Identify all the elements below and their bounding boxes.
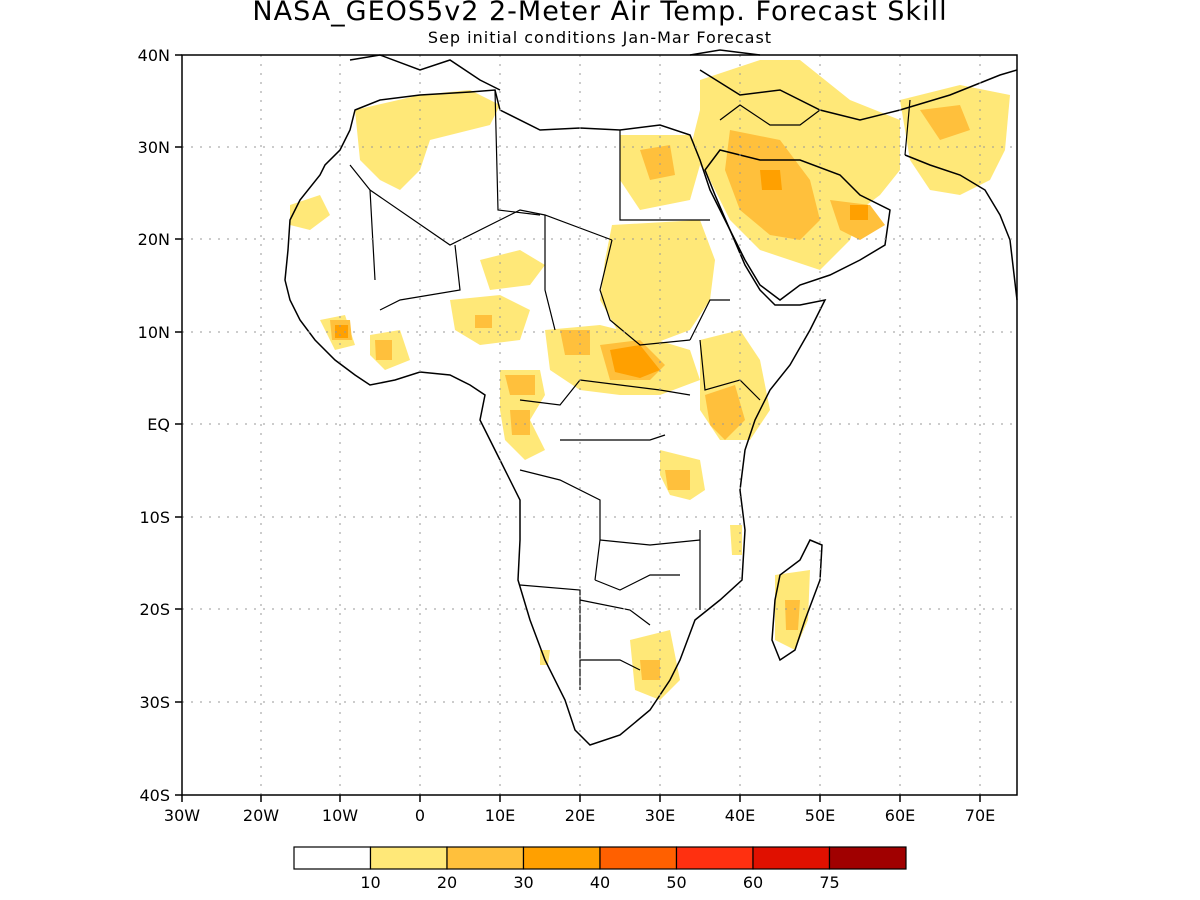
y-tick-label: 10S	[139, 508, 170, 527]
x-tick-label: 50E	[805, 806, 835, 825]
colorbar-swatch	[369, 846, 448, 870]
y-tick-label: 10N	[138, 323, 170, 342]
colorbar-swatch	[828, 846, 907, 870]
y-tick-label: 40S	[139, 786, 170, 805]
coastlines	[284, 49, 1018, 746]
x-tick-label: 20E	[565, 806, 595, 825]
y-tick-label: EQ	[147, 415, 170, 434]
colorbar-swatch	[599, 846, 678, 870]
colorbar-swatch	[675, 846, 754, 870]
x-tick-label: 40E	[725, 806, 755, 825]
y-tick-label: 20N	[138, 230, 170, 249]
x-tick-label: 20W	[243, 806, 279, 825]
x-tick-label: 0	[415, 806, 425, 825]
colorbar-label: 75	[819, 873, 839, 892]
x-tick-label: 30E	[645, 806, 675, 825]
colorbar-legend: 10 20 30 40 50 60 75	[293, 846, 907, 892]
country-borders	[349, 89, 911, 690]
x-tick-label: 10W	[322, 806, 358, 825]
y-tick-label: 20S	[139, 600, 170, 619]
x-tick-label: 30W	[164, 806, 200, 825]
x-tick-label: 70E	[965, 806, 995, 825]
y-tick-label: 30N	[138, 138, 170, 157]
colorbar-label: 40	[590, 873, 610, 892]
x-tick-label: 60E	[885, 806, 915, 825]
x-tick-label: 10E	[485, 806, 515, 825]
colorbar-label: 30	[513, 873, 533, 892]
colorbar-swatch	[293, 846, 372, 870]
colorbar-label: 20	[437, 873, 457, 892]
map-frame	[181, 54, 1018, 796]
y-tick-label: 30S	[139, 693, 170, 712]
skill-shading	[290, 60, 1010, 700]
colorbar-swatch	[446, 846, 525, 870]
colorbar-label: 10	[360, 873, 380, 892]
colorbar-label: 50	[666, 873, 686, 892]
colorbar-swatch	[752, 846, 831, 870]
map-title: NASA_GEOS5v2 2-Meter Air Temp. Forecast …	[252, 0, 948, 27]
map-subtitle: Sep initial conditions Jan-Mar Forecast	[427, 28, 773, 47]
grid-lines	[182, 55, 1017, 795]
y-tick-label: 40N	[138, 46, 170, 65]
axis-ticks	[175, 54, 981, 802]
colorbar-label: 60	[743, 873, 763, 892]
colorbar-swatch	[522, 846, 601, 870]
